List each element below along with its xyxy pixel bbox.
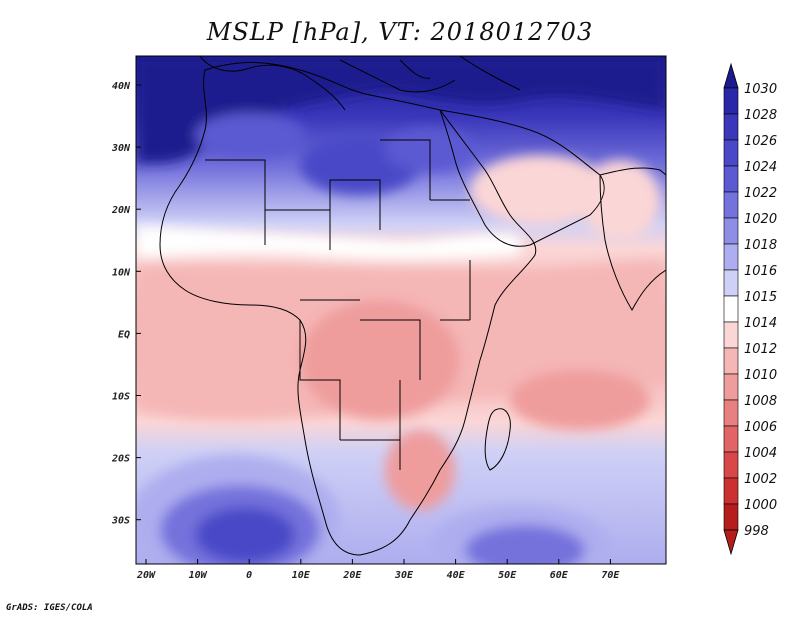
colorbar-segment [723,87,739,115]
colorbar-label: 1014 [744,316,777,331]
y-tick-label: 20S [111,454,130,465]
x-tick-label: 20E [342,570,362,581]
colorbar-label: 1020 [744,212,777,227]
colorbar-segment [723,269,739,297]
plot-frame [135,55,667,565]
x-tick-label: 30E [394,570,414,581]
colorbar-label: 1008 [744,394,777,409]
x-tick-label: 60E [550,570,569,581]
y-tick-label: 20N [111,205,131,216]
credit-text: GrADS: IGES/COLA [6,603,93,613]
colorbar-segment [723,347,739,375]
colorbar-label: 1004 [744,446,777,461]
colorbar-segment [723,477,739,505]
colorbar-label: 1024 [744,160,777,175]
x-tick-label: 10E [292,570,311,581]
x-tick-label: 10W [189,570,208,581]
colorbar-label: 1016 [744,264,777,279]
colorbar: 1030 1028 1026 1024 1022 1020 1018 1016 1015 1014… [723,62,777,556]
y-tick-label: EQ [118,329,130,340]
colorbar-segment [723,451,739,479]
x-tick-label: 70E [601,570,620,581]
colorbar-segment [723,295,739,323]
colorbar-label: 1012 [744,342,777,357]
colorbar-top-arrow [723,62,739,89]
colorbar-label: 1000 [744,498,777,513]
y-tick-label: 10S [112,392,130,403]
colorbar-bottom-arrow [723,529,739,556]
colorbar-segment [723,243,739,271]
map-title: MSLP [hPa], VT: 2018012703 [206,18,594,46]
colorbar-segment [723,503,739,531]
colorbar-segment [723,113,739,141]
colorbar-segment [723,217,739,245]
colorbar-label: 1015 [744,290,777,305]
colorbar-segment [723,191,739,219]
x-tick-label: 0 [246,570,252,581]
y-tick-label: 30S [111,516,130,527]
x-tick-label: 50E [498,570,517,581]
pressure-field [136,56,666,564]
colorbar-segment [723,373,739,401]
colorbar-segment [723,321,739,349]
colorbar-label: 1030 [744,82,777,97]
colorbar-label: 1010 [744,368,777,383]
x-tick-label: 40E [447,570,466,581]
colorbar-label: 1028 [744,108,777,123]
y-tick-label: 10N [112,267,131,278]
y-axis-ticks: 40N 30N 20N 10N EQ 10S 20S 30S [111,81,141,527]
y-tick-label: 40N [112,81,131,92]
colorbar-segment [723,425,739,453]
colorbar-segment [723,399,739,427]
colorbar-segment [723,165,739,193]
colorbar-segment [723,139,739,167]
x-tick-label: 20W [136,570,156,581]
x-axis-ticks: 20W 10W 0 10E 20E 30E 40E 50E 60E 70E [136,559,620,581]
colorbar-label: 998 [744,524,769,539]
colorbar-label: 1022 [744,186,777,201]
y-tick-label: 30N [111,143,131,154]
colorbar-label: 1026 [744,134,777,149]
colorbar-label: 1006 [744,420,777,435]
colorbar-label: 1002 [744,472,777,487]
coastlines [159,56,666,556]
colorbar-label: 1018 [744,238,777,253]
